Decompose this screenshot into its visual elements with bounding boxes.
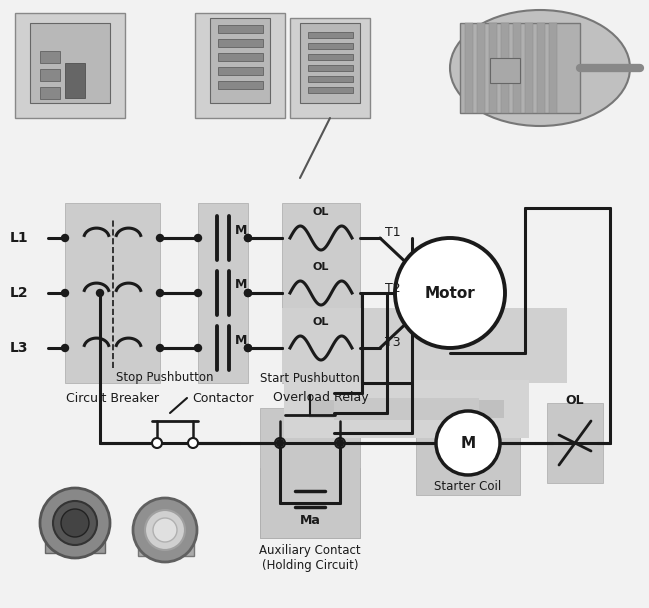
Circle shape: [97, 289, 103, 297]
Bar: [218, 39, 263, 47]
Bar: [308, 43, 353, 49]
Circle shape: [156, 289, 164, 297]
Bar: [198, 203, 248, 383]
Text: Overload Relay: Overload Relay: [273, 392, 369, 404]
Circle shape: [156, 345, 164, 351]
Text: L1: L1: [9, 231, 28, 245]
Text: Ma: Ma: [300, 514, 321, 528]
Bar: [477, 23, 485, 113]
Circle shape: [156, 235, 164, 241]
Bar: [40, 51, 60, 63]
Circle shape: [40, 488, 110, 558]
Text: Circuit Breaker: Circuit Breaker: [66, 392, 159, 404]
Bar: [260, 468, 360, 538]
Text: Contactor: Contactor: [192, 392, 254, 404]
Circle shape: [152, 438, 162, 448]
Bar: [65, 203, 160, 383]
Bar: [537, 23, 545, 113]
Bar: [416, 391, 520, 495]
Bar: [525, 23, 533, 113]
Circle shape: [245, 289, 252, 297]
Circle shape: [53, 501, 97, 545]
Text: M: M: [460, 435, 476, 451]
Text: T1: T1: [385, 227, 400, 240]
Circle shape: [335, 438, 345, 448]
Text: OL: OL: [566, 395, 584, 407]
Text: M: M: [235, 334, 247, 347]
Text: OL: OL: [313, 317, 329, 327]
Circle shape: [436, 411, 500, 475]
Bar: [465, 23, 473, 113]
Text: Motor: Motor: [424, 286, 475, 300]
Circle shape: [245, 235, 252, 241]
Circle shape: [245, 289, 252, 297]
Circle shape: [62, 235, 69, 241]
Circle shape: [245, 345, 252, 351]
Circle shape: [195, 345, 201, 351]
Text: L3: L3: [10, 341, 28, 355]
Bar: [65, 63, 85, 98]
Bar: [218, 25, 263, 33]
Circle shape: [245, 345, 252, 351]
Bar: [290, 18, 370, 118]
Bar: [282, 308, 567, 383]
Circle shape: [62, 289, 69, 297]
Bar: [460, 23, 580, 113]
Text: M: M: [235, 224, 247, 237]
Bar: [138, 534, 194, 556]
Text: Auxiliary Contact
(Holding Circuit): Auxiliary Contact (Holding Circuit): [259, 544, 361, 572]
Circle shape: [188, 438, 198, 448]
Bar: [40, 69, 60, 81]
Bar: [15, 13, 125, 118]
Bar: [489, 23, 497, 113]
Bar: [260, 408, 360, 538]
Circle shape: [153, 518, 177, 542]
Circle shape: [62, 345, 69, 351]
Circle shape: [276, 440, 284, 446]
Text: T3: T3: [385, 336, 400, 350]
Bar: [513, 23, 521, 113]
Text: L2: L2: [9, 286, 28, 300]
Bar: [308, 76, 353, 82]
Text: Start Pushbutton: Start Pushbutton: [260, 371, 360, 384]
Circle shape: [61, 509, 89, 537]
Circle shape: [195, 289, 201, 297]
Bar: [308, 87, 353, 93]
Bar: [218, 53, 263, 61]
Bar: [218, 67, 263, 75]
Text: T2: T2: [385, 282, 400, 294]
Text: Starter Coil: Starter Coil: [434, 480, 502, 494]
Bar: [308, 65, 353, 71]
Circle shape: [133, 498, 197, 562]
Bar: [309, 400, 504, 418]
Bar: [195, 13, 285, 118]
Bar: [308, 54, 353, 60]
Bar: [284, 380, 529, 438]
Bar: [40, 87, 60, 99]
Bar: [308, 32, 353, 38]
Ellipse shape: [450, 10, 630, 126]
Bar: [501, 23, 509, 113]
Circle shape: [195, 235, 201, 241]
Circle shape: [245, 235, 252, 241]
Bar: [300, 23, 360, 103]
Bar: [210, 18, 270, 103]
Text: OL: OL: [313, 262, 329, 272]
Text: Stop Pushbutton: Stop Pushbutton: [116, 371, 214, 384]
Text: OL: OL: [313, 207, 329, 217]
Circle shape: [336, 440, 343, 446]
Bar: [282, 203, 360, 383]
Bar: [549, 23, 557, 113]
Bar: [218, 81, 263, 89]
Bar: [30, 23, 110, 103]
Circle shape: [145, 510, 185, 550]
Bar: [490, 58, 520, 83]
Text: M: M: [235, 278, 247, 291]
Bar: [547, 403, 603, 483]
Bar: [334, 398, 479, 420]
Bar: [45, 528, 105, 553]
Circle shape: [395, 238, 505, 348]
Circle shape: [275, 438, 285, 448]
